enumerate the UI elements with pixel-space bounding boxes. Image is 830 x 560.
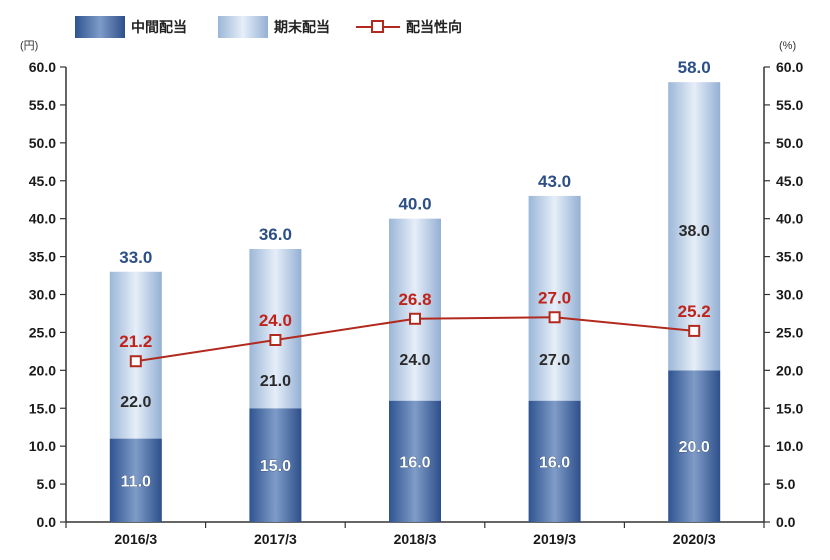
- x-tick-label: 2020/3: [673, 531, 716, 547]
- bar-interim: [389, 400, 441, 522]
- y-right-tick-label: 50.0: [776, 135, 803, 151]
- total-value-label: 40.0: [398, 195, 431, 214]
- x-tick-label: 2019/3: [533, 531, 576, 547]
- y-right-tick-label: 60.0: [776, 59, 803, 75]
- bar-yearend: [528, 195, 581, 401]
- y-left-unit: (円): [20, 40, 38, 52]
- bars: [109, 82, 721, 522]
- y-right-tick-label: 30.0: [776, 287, 803, 303]
- payout-ratio-label: 24.0: [259, 311, 292, 330]
- bar-yearend: [389, 218, 441, 401]
- y-right-tick-label: 0.0: [776, 514, 796, 530]
- y-right-tick-label: 20.0: [776, 362, 803, 378]
- y-right-tick-label: 25.0: [776, 324, 803, 340]
- payout-ratio-marker: [688, 324, 701, 337]
- payout-ratio-marker: [409, 312, 421, 325]
- y-right-tick-label: 35.0: [776, 249, 803, 265]
- y-left-tick-label: 50.0: [29, 135, 56, 151]
- data-labels: 11.0 22.0 33.0 15.0 21.0 36.0 16.0 24.0 40.0 16.0…: [119, 58, 710, 490]
- total-value-label: 58.0: [678, 58, 711, 77]
- y-left-tick-label: 10.0: [29, 438, 56, 454]
- y-right-tick-label: 5.0: [776, 476, 796, 492]
- yearend-value-label: 24.0: [399, 352, 430, 369]
- y-left-tick-label: 40.0: [29, 211, 56, 227]
- bar-interim: [109, 438, 162, 522]
- y-left-tick-label: 0.0: [37, 514, 57, 530]
- y-left-tick-label: 20.0: [29, 362, 56, 378]
- payout-ratio-label: 27.0: [538, 288, 571, 307]
- payout-ratio-series: [129, 311, 701, 368]
- bar-interim: [249, 408, 302, 522]
- payout-ratio-marker: [548, 311, 561, 324]
- x-tick-label: 2018/3: [394, 531, 437, 547]
- legend-yearend-swatch: [218, 16, 268, 38]
- axis-ticks: 0.0 5.0 10.0 15.0 20.0 25.0 30.0 35.0 40.0 45.0 50…: [29, 59, 804, 547]
- bar-yearend: [109, 271, 162, 439]
- yearend-value-label: 22.0: [120, 394, 151, 411]
- y-left-tick-label: 55.0: [29, 97, 56, 113]
- interim-value-label: 11.0: [121, 473, 151, 490]
- payout-ratio-label: 26.8: [398, 290, 431, 309]
- total-value-label: 43.0: [538, 172, 571, 191]
- y-right-tick-label: 40.0: [776, 211, 803, 227]
- y-right-tick-label: 15.0: [776, 400, 803, 416]
- y-left-tick-label: 5.0: [37, 476, 57, 492]
- interim-value-label: 16.0: [539, 454, 570, 471]
- total-value-label: 36.0: [259, 225, 292, 244]
- bar-yearend: [249, 249, 302, 409]
- legend-interim-label: 中間配当: [131, 19, 187, 35]
- yearend-value-label: 21.0: [260, 373, 291, 390]
- x-tick-label: 2017/3: [254, 531, 297, 547]
- y-right-tick-label: 10.0: [776, 438, 803, 454]
- legend: 中間配当 期末配当 配当性向: [75, 16, 462, 38]
- legend-interim-swatch: [75, 16, 125, 38]
- y-left-tick-label: 30.0: [29, 287, 56, 303]
- y-right-unit: (%): [779, 40, 796, 52]
- y-right-tick-label: 45.0: [776, 173, 803, 189]
- legend-payout-label: 配当性向: [406, 19, 462, 35]
- y-right-tick-label: 55.0: [776, 97, 803, 113]
- yearend-value-label: 27.0: [539, 352, 570, 369]
- payout-ratio-label: 21.2: [119, 332, 152, 351]
- y-left-tick-label: 60.0: [29, 59, 56, 75]
- y-left-tick-label: 15.0: [29, 400, 56, 416]
- y-left-tick-label: 35.0: [29, 249, 56, 265]
- total-value-label: 33.0: [119, 248, 152, 267]
- interim-value-label: 16.0: [399, 454, 430, 471]
- payout-ratio-marker: [269, 334, 282, 346]
- bar-interim: [528, 400, 581, 522]
- bar-interim: [668, 370, 721, 522]
- legend-yearend-label: 期末配当: [274, 19, 330, 35]
- legend-payout-marker: [371, 20, 384, 33]
- y-left-tick-label: 25.0: [29, 324, 56, 340]
- payout-ratio-label: 25.2: [678, 302, 711, 321]
- interim-value-label: 15.0: [260, 458, 291, 475]
- y-left-tick-label: 45.0: [29, 173, 56, 189]
- yearend-value-label: 38.0: [679, 223, 710, 240]
- x-tick-label: 2016/3: [114, 531, 157, 547]
- payout-ratio-marker: [129, 355, 142, 368]
- bar-yearend: [668, 82, 721, 371]
- interim-value-label: 20.0: [679, 439, 710, 456]
